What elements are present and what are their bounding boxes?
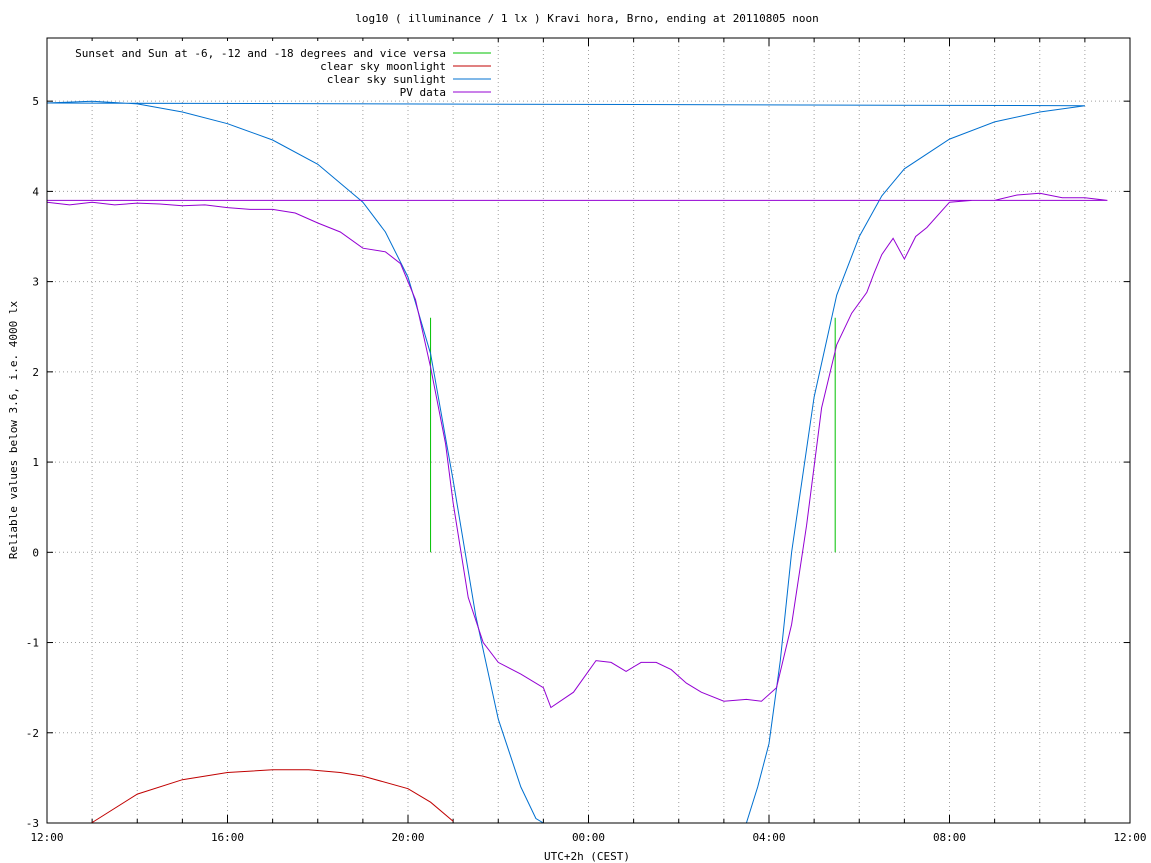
y-tick-label: 3	[32, 276, 39, 289]
x-tick-label: 12:00	[30, 831, 63, 844]
legend-label: clear sky sunlight	[327, 73, 446, 86]
legend: Sunset and Sun at -6, -12 and -18 degree…	[50, 41, 495, 99]
x-tick-label: 00:00	[572, 831, 605, 844]
series-3-line	[46, 192, 1108, 709]
y-tick-label: 0	[32, 546, 39, 559]
y-tick-label: 5	[32, 95, 39, 108]
y-tick-label: 4	[32, 185, 39, 198]
y-tick-label: -2	[26, 727, 39, 740]
y-tick-label: 1	[32, 456, 39, 469]
series-1-line	[91, 769, 454, 824]
legend-background	[50, 41, 495, 99]
grid	[47, 38, 1130, 823]
y-tick-label: -1	[26, 637, 39, 650]
x-tick-label: 16:00	[211, 831, 244, 844]
x-tick-label: 08:00	[933, 831, 966, 844]
plot-frame	[46, 37, 1131, 824]
x-tick-label: 12:00	[1113, 831, 1146, 844]
x-tick-label: 20:00	[391, 831, 424, 844]
y-axis-label: Reliable values below 3.6, i.e. 4000 lx	[7, 300, 20, 559]
legend-label: PV data	[400, 86, 446, 99]
y-tick-label: -3	[26, 817, 39, 830]
x-axis-label: UTC+2h (CEST)	[544, 850, 630, 863]
y-tick-label: 2	[32, 366, 39, 379]
chart-title: log10 ( illuminance / 1 lx ) Kravi hora,…	[355, 12, 819, 25]
x-tick-label: 04:00	[752, 831, 785, 844]
legend-label: clear sky moonlight	[320, 60, 446, 73]
series	[46, 100, 1108, 824]
legend-label: Sunset and Sun at -6, -12 and -18 degree…	[75, 47, 446, 60]
series-2-line	[46, 100, 1085, 824]
